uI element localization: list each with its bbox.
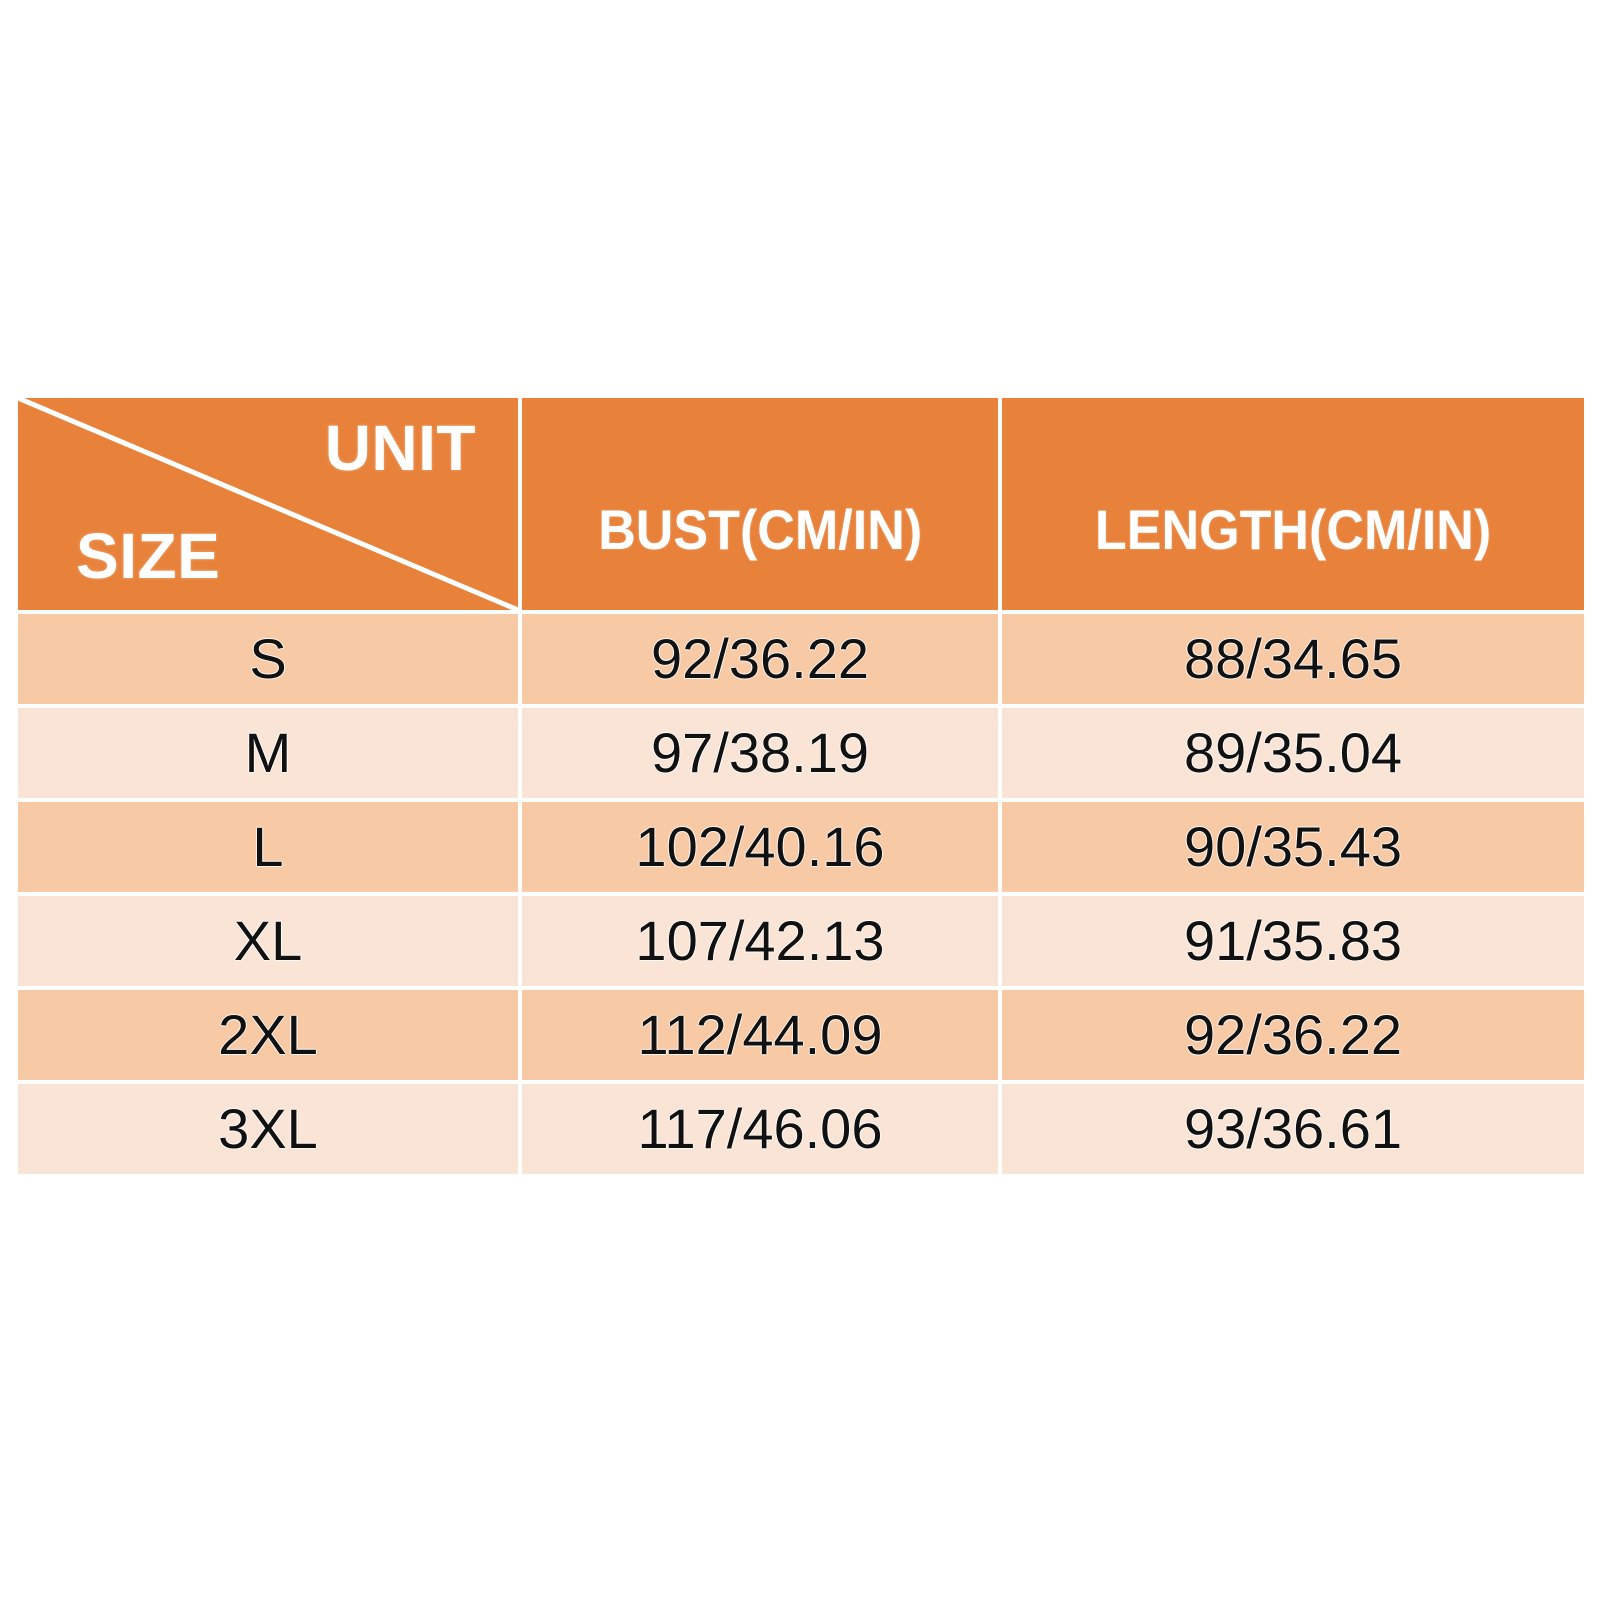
header-label-size: SIZE [76, 520, 221, 592]
header-label-length: LENGTH(CM/IN) [1094, 498, 1492, 561]
cell-bust: 117/46.06 [522, 1084, 1002, 1174]
cell-size: 2XL [18, 990, 522, 1080]
cell-size: M [18, 708, 522, 798]
cell-length: 93/36.61 [1002, 1084, 1584, 1174]
cell-length: 88/34.65 [1002, 614, 1584, 704]
cell-bust: 107/42.13 [522, 896, 1002, 986]
header-cell-bust: BUST(CM/IN) [522, 398, 1002, 610]
size-chart-table: UNIT SIZE BUST(CM/IN) LENGTH(CM/IN) S 92… [18, 398, 1588, 1174]
header-cell-length: LENGTH(CM/IN) [1002, 398, 1584, 610]
header-label-unit: UNIT [324, 412, 476, 484]
cell-size: S [18, 614, 522, 704]
cell-bust: 102/40.16 [522, 802, 1002, 892]
table-row: 3XL 117/46.06 93/36.61 [18, 1080, 1588, 1174]
header-cell-unit-size: UNIT SIZE [18, 398, 522, 610]
cell-bust: 97/38.19 [522, 708, 1002, 798]
table-row: XL 107/42.13 91/35.83 [18, 892, 1588, 986]
table-row: M 97/38.19 89/35.04 [18, 704, 1588, 798]
cell-length: 92/36.22 [1002, 990, 1584, 1080]
cell-size: 3XL [18, 1084, 522, 1174]
cell-size: L [18, 802, 522, 892]
header-label-bust: BUST(CM/IN) [597, 498, 922, 561]
cell-size: XL [18, 896, 522, 986]
table-row: S 92/36.22 88/34.65 [18, 610, 1588, 704]
table-row: L 102/40.16 90/35.43 [18, 798, 1588, 892]
cell-length: 91/35.83 [1002, 896, 1584, 986]
table-body: S 92/36.22 88/34.65 M 97/38.19 89/35.04 … [18, 610, 1588, 1174]
cell-length: 90/35.43 [1002, 802, 1584, 892]
cell-bust: 92/36.22 [522, 614, 1002, 704]
cell-bust: 112/44.09 [522, 990, 1002, 1080]
cell-length: 89/35.04 [1002, 708, 1584, 798]
table-row: 2XL 112/44.09 92/36.22 [18, 986, 1588, 1080]
table-header-row: UNIT SIZE BUST(CM/IN) LENGTH(CM/IN) [18, 398, 1588, 610]
